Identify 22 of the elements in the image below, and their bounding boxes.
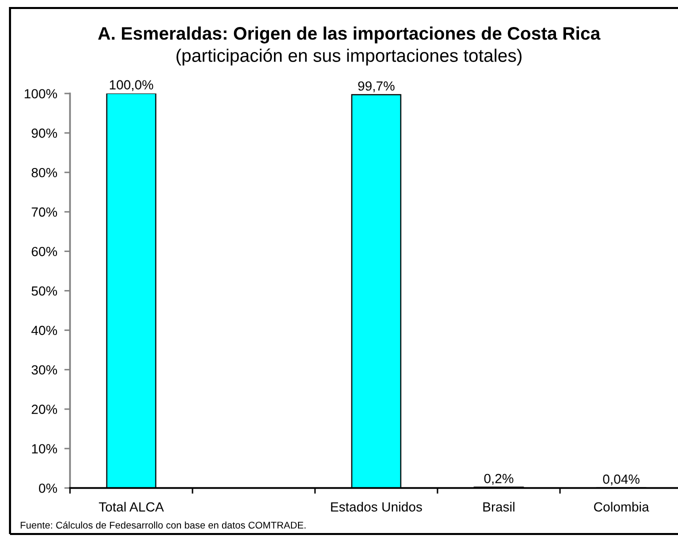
y-tick-label: 30% <box>32 365 58 375</box>
y-tick-label: 0% <box>38 484 58 493</box>
y-tick-label: 10% <box>32 444 58 454</box>
x-tick-label: Estados Unidos <box>331 502 422 512</box>
data-label: 99,7% <box>358 81 394 92</box>
x-tick-label: Total ALCA <box>98 502 164 512</box>
chart-subtitle: (participación en sus importaciones totales) <box>176 48 522 66</box>
y-tick-label: 90% <box>32 128 58 138</box>
y-tick-label: 100% <box>24 89 58 98</box>
data-label: 0,04% <box>603 474 640 486</box>
y-tick-label: 20% <box>32 404 58 414</box>
y-tick-label: 50% <box>32 286 58 296</box>
y-tick-label: 60% <box>32 246 58 256</box>
source-note: Fuente: Cálculos de Fedesarrollo con base en datos COMTRADE. <box>20 521 306 529</box>
y-tick-label: 80% <box>32 168 58 178</box>
y-tick-label: 70% <box>32 207 58 217</box>
x-tick-label: Colombia <box>594 502 650 512</box>
data-label: 0,2% <box>484 474 514 485</box>
x-tick-label: Brasil <box>483 502 514 512</box>
data-label: 100,0% <box>110 80 154 92</box>
chart-title: A. Esmeraldas: Origen de las importaciones de Costa Rica <box>98 26 600 44</box>
y-tick-label: 40% <box>31 326 58 336</box>
